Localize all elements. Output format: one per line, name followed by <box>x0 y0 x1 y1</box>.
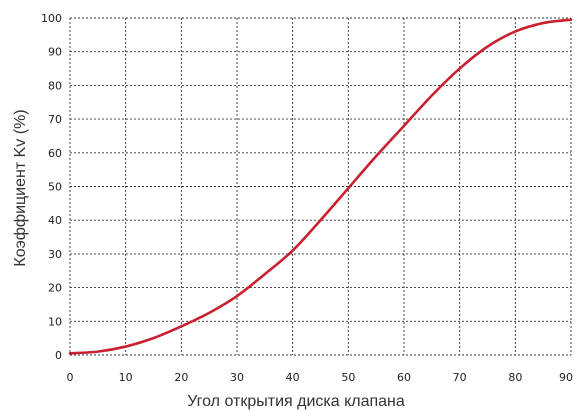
grid <box>69 17 572 356</box>
y-tick-label: 80 <box>48 79 62 92</box>
y-tick-label: 100 <box>41 12 62 25</box>
x-tick-label: 90 <box>559 371 573 384</box>
x-tick-label: 80 <box>508 371 522 384</box>
x-tick-labels: 0 10 20 30 40 50 60 70 80 90 <box>67 371 574 384</box>
y-tick-label: 90 <box>48 46 62 59</box>
x-tick-label: 0 <box>67 371 74 384</box>
y-axis-label: Коэффициент Kv (%) <box>12 109 29 266</box>
x-tick-label: 60 <box>397 371 411 384</box>
x-tick-label: 50 <box>341 371 355 384</box>
y-tick-label: 60 <box>48 147 62 160</box>
x-axis-label: Угол открытия диска клапана <box>187 393 405 410</box>
x-tick-label: 20 <box>174 371 188 384</box>
y-tick-label: 10 <box>48 315 62 328</box>
y-tick-label: 30 <box>48 248 62 261</box>
y-tick-labels: 0 10 20 30 40 50 60 70 80 90 100 <box>41 12 62 362</box>
x-tick-label: 10 <box>119 371 133 384</box>
kv-curve <box>68 18 573 355</box>
y-tick-label: 0 <box>55 349 62 362</box>
x-tick-label: 70 <box>453 371 467 384</box>
y-tick-label: 20 <box>48 282 62 295</box>
y-tick-label: 70 <box>48 113 62 126</box>
x-tick-label: 30 <box>230 371 244 384</box>
x-tick-label: 40 <box>286 371 300 384</box>
y-tick-label: 40 <box>48 214 62 227</box>
y-tick-label: 50 <box>48 181 62 194</box>
